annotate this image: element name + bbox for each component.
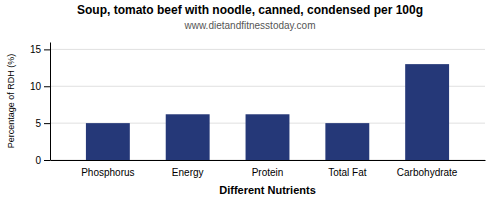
x-tick: Protein [252,167,284,178]
x-tick: Phosphorus [81,167,134,178]
y-tick-mark [44,49,50,50]
y-tick-mark [44,160,50,161]
bars [86,64,449,160]
x-axis-line [51,160,486,161]
y-tick-label: 5 [35,118,41,129]
x-axis: Phosphorus Energy Protein Total Fat Carbohyd… [51,161,486,179]
y-tick-mark [44,123,50,124]
bar [325,123,369,160]
bar [166,114,210,160]
bar [246,114,290,160]
y-tick: 0 [35,155,50,166]
title: Soup, tomato beef with noodle, canned, c… [77,3,423,17]
y-tick: 10 [30,81,50,92]
y-tick-label: 15 [30,44,42,55]
x-tick-label: Total Fat [328,167,367,178]
y-tick: 15 [30,44,50,55]
x-tick-label: Phosphorus [81,167,134,178]
chart-container: Soup, tomato beef with noodle, canned, c… [0,0,500,200]
y-axis-line [50,43,51,161]
x-tick-label: Energy [172,167,204,178]
x-tick-label: Carbohydrate [397,167,458,178]
x-tick: Carbohydrate [397,167,458,178]
subtitle: www.dietandfitnesstoday.com [184,20,316,31]
y-axis: 0 5 10 15 [30,43,51,166]
x-tick: Total Fat [328,167,367,178]
bar [86,123,130,160]
grid-line [50,49,485,50]
y-tick: 5 [35,118,50,129]
x-axis-title: Different Nutrients [219,184,316,196]
y-axis-title: Percentage of RDH (%) [6,54,16,149]
plot-area: 0 5 10 15 Phosphorus Energy Protein Total Fat Ca… [30,43,486,179]
x-tick: Energy [172,167,204,178]
y-tick-mark [44,86,50,87]
y-tick-label: 10 [30,81,42,92]
y-tick-label: 0 [35,155,41,166]
chart-svg: Soup, tomato beef with noodle, canned, c… [0,0,500,200]
grid [50,49,485,160]
bar [405,64,449,160]
x-tick-label: Protein [252,167,284,178]
